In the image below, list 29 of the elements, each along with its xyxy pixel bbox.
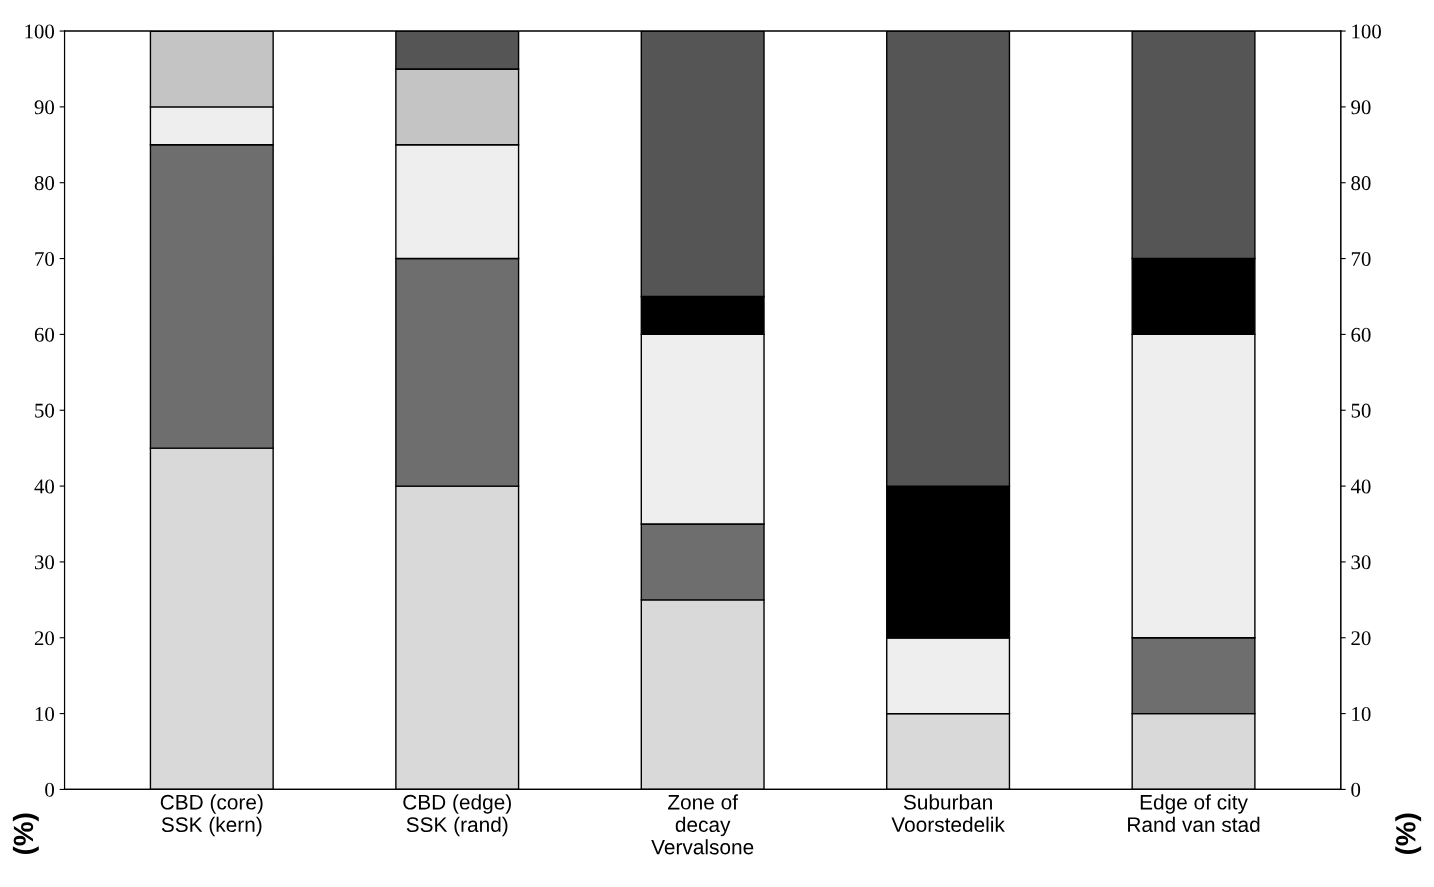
y-tick-label: 80: [34, 176, 55, 191]
y-axis-title: (%): [12, 813, 39, 854]
y-tick-label: 50: [35, 403, 55, 418]
y2-tick-label: 10: [1352, 706, 1371, 722]
y-tick-label: 40: [34, 479, 55, 494]
y2-tick-label: 80: [1351, 176, 1371, 191]
y-tick-label: 60: [34, 327, 55, 342]
y-tick-label: 30: [34, 555, 55, 570]
y2-tick-label: 30: [1351, 555, 1371, 570]
x-tick-label: Suburban Voorstedelik: [891, 794, 1005, 833]
y2-tick-label: 70: [1351, 251, 1371, 266]
y2-tick-label: 0: [1351, 782, 1361, 797]
y2-axis-title: (%): [1395, 813, 1422, 854]
y-tick-label: 100: [25, 24, 55, 39]
y-tick-label: 90: [34, 100, 55, 115]
x-tick-label: CBD (edge) SSK (rand): [403, 794, 511, 837]
y2-tick-label: 20: [1351, 631, 1371, 646]
x-tick-label: CBD (core) SSK (kern): [160, 794, 263, 837]
y-tick-label: 20: [34, 631, 55, 646]
y-tick-label: 10: [35, 706, 55, 722]
x-tick-label: Edge of city Rand van stad: [1128, 794, 1260, 833]
y2-tick-label: 100: [1352, 24, 1381, 39]
y2-tick-label: 40: [1350, 479, 1371, 494]
y2-tick-label: 50: [1351, 403, 1371, 418]
y2-tick-label: 60: [1351, 327, 1371, 342]
y-tick-label: 70: [35, 251, 55, 266]
x-tick-label: Zone of decay Vervalsone: [651, 794, 754, 855]
y-tick-label: 0: [45, 782, 55, 797]
y2-tick-label: 90: [1351, 100, 1371, 115]
